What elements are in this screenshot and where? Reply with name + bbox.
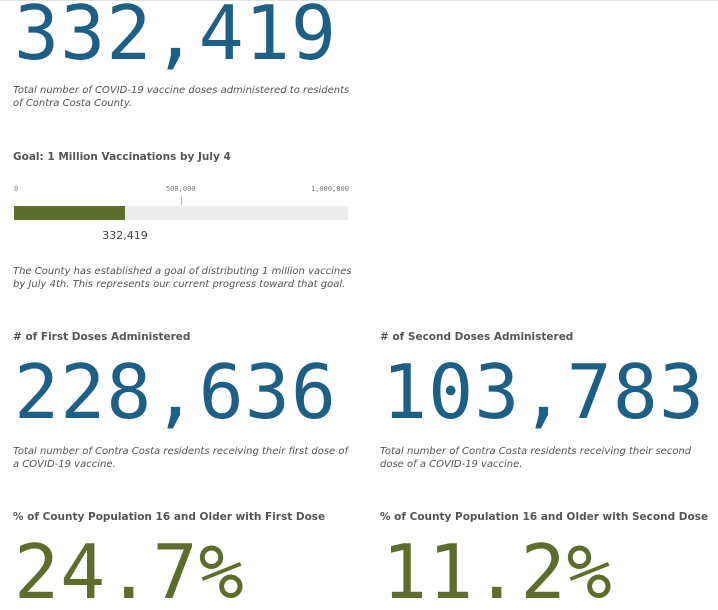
goal-axis-tick-mid [181,196,182,206]
pct-second-dose-value: 11.2% [382,528,613,610]
goal-progress-value: 332,419 [102,229,148,242]
goal-progress-fill [14,206,125,220]
second-doses-title: # of Second Doses Administered [380,331,574,343]
goal-axis-label-max: 1,000,000 [311,185,349,193]
first-doses-value: 228,636 [14,348,338,436]
goal-progress-track [14,206,348,220]
second-doses-caption: Total number of Contra Costa residents r… [380,446,692,470]
goal-axis-label-min: 0 [14,185,19,193]
goal-caption: The County has established a goal of dis… [13,266,352,290]
goal-title: Goal: 1 Million Vaccinations by July 4 [13,151,231,163]
goal-axis-label-mid: 500,000 [166,185,196,193]
pct-first-dose-value: 24.7% [14,528,245,610]
first-doses-caption: Total number of Contra Costa residents r… [13,446,348,470]
total-doses-caption: Total number of COVID-19 vaccine doses a… [13,85,350,109]
first-doses-title: # of First Doses Administered [13,331,191,343]
second-doses-value: 103,783 [382,348,706,436]
pct-first-dose-title: % of County Population 16 and Older with… [13,511,326,523]
pct-second-dose-title: % of County Population 16 and Older with… [380,511,709,523]
total-doses-value: 332,419 [14,0,338,77]
top-divider [0,0,718,1]
